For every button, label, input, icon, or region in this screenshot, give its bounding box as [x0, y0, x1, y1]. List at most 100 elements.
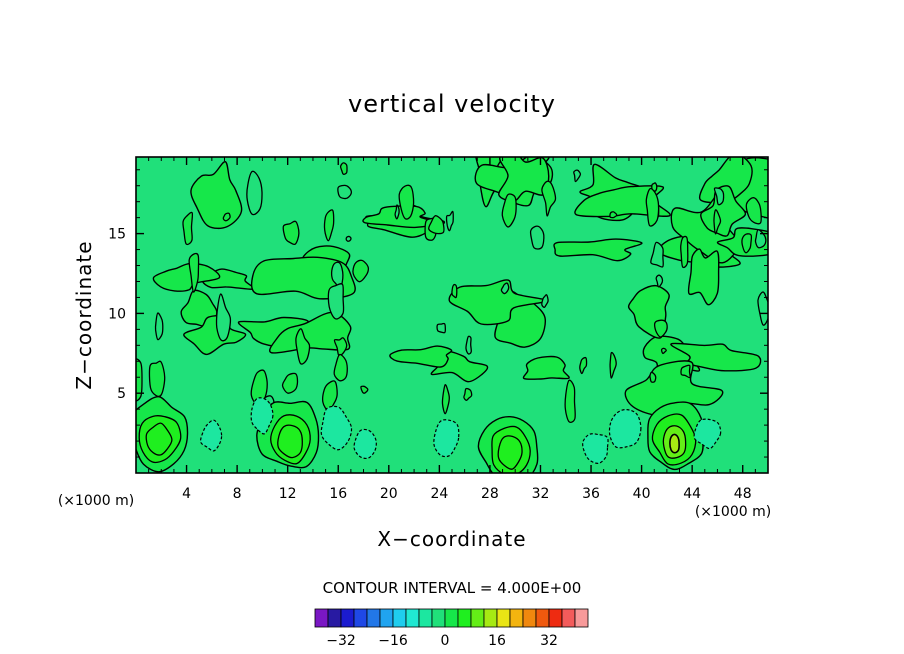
colorbar-swatch [405, 608, 420, 628]
colorbar [314, 608, 589, 628]
x-tick-label: 4 [182, 486, 191, 502]
contour-cell [428, 215, 445, 235]
y-tick-label: 10 [108, 306, 126, 322]
x-axis-title: X−coordinate [377, 527, 526, 551]
contour-cell [339, 162, 348, 175]
contour-cell [745, 197, 762, 225]
colorbar-swatch [353, 608, 368, 628]
contour-cell [398, 184, 415, 220]
x-tick-label: 12 [279, 486, 297, 502]
x-axis-unit-left: (×1000 m) [58, 493, 134, 509]
contour-cell [645, 187, 660, 227]
contour-region [448, 279, 547, 326]
colorbar-ticks: −32 −16 0 16 32 [326, 633, 558, 649]
x-axis-ticks: 4 8 12 16 20 24 28 32 36 40 44 48 [148, 157, 756, 502]
contour-cell [741, 233, 753, 254]
downdraft-contour [199, 419, 223, 452]
colorbar-swatch [548, 608, 563, 628]
contour-cell [529, 225, 545, 250]
colorbar-swatch [483, 608, 498, 628]
contour-region [553, 238, 643, 262]
updraft-peak-contour [669, 433, 680, 454]
colorbar-swatch [366, 608, 381, 628]
x-tick-label: 24 [430, 486, 448, 502]
contour-cell [579, 356, 588, 375]
contour-cell [295, 328, 311, 365]
updraft-core-contour [277, 424, 303, 459]
contour-cell [441, 384, 450, 415]
contour-region [190, 161, 243, 230]
contour-cell [148, 360, 166, 398]
downdraft-contour [353, 428, 377, 460]
contour-cell [573, 169, 582, 183]
contour-cell [322, 380, 338, 412]
chart-title: vertical velocity [348, 90, 556, 118]
downdraft-contour [608, 408, 642, 449]
plot-area [135, 156, 769, 474]
updraft-core-contour [497, 435, 523, 470]
contour-cell [281, 372, 299, 394]
contour-cell [713, 209, 722, 235]
contour-cell [500, 282, 510, 295]
x-tick-label: 32 [532, 486, 550, 502]
colorbar-tick-label: −16 [378, 633, 408, 649]
contour-region [362, 205, 439, 229]
downdraft-contour [433, 419, 460, 458]
contour-cell [451, 283, 458, 299]
colorbar-tick-label: 16 [488, 633, 506, 649]
downdraft-contour [582, 433, 609, 464]
contour-cell [345, 235, 352, 242]
contour-cell [465, 335, 472, 355]
contour-cell [463, 387, 473, 401]
updraft-core-contour [145, 422, 173, 456]
contour-cell [154, 312, 164, 341]
contour-cell [327, 283, 345, 320]
x-tick-label: 8 [233, 486, 242, 502]
colorbar-swatch [496, 608, 511, 628]
x-tick-label: 40 [633, 486, 651, 502]
contour-cell [323, 209, 335, 242]
x-axis-unit-right: (×1000 m) [695, 504, 771, 520]
colorbar-swatch [509, 608, 524, 628]
x-tick-label: 44 [683, 486, 701, 502]
downdraft-contour [693, 418, 722, 450]
colorbar-swatch [314, 608, 329, 628]
colorbar-swatch [431, 608, 446, 628]
colorbar-swatch [327, 608, 342, 628]
contour-cell [188, 252, 200, 293]
x-tick-label: 28 [481, 486, 499, 502]
contour-cell [713, 187, 725, 206]
colorbar-swatch [418, 608, 433, 628]
contour-cell [660, 347, 667, 355]
contour-interval-label: CONTOUR INTERVAL = 4.000E+00 [323, 579, 582, 597]
y-axis-title: Z−coordinate [72, 240, 96, 389]
downdraft-contour [250, 397, 274, 435]
contour-cell [337, 184, 353, 200]
contour-cell [182, 211, 194, 246]
contour-region [389, 345, 453, 368]
y-axis-ticks: 5 10 15 [108, 169, 768, 458]
x-tick-label: 36 [582, 486, 600, 502]
contour-cell [436, 322, 446, 334]
contour-region [700, 185, 747, 237]
contour-layer [136, 157, 768, 473]
contour-cell [445, 210, 454, 232]
contour-cell [680, 235, 689, 269]
colorbar-swatch [379, 608, 394, 628]
contour-region [687, 248, 720, 306]
contour-cell [136, 358, 143, 402]
x-tick-label: 20 [380, 486, 398, 502]
colorbar-swatch [470, 608, 485, 628]
x-tick-label: 16 [329, 486, 347, 502]
x-tick-label: 48 [734, 486, 752, 502]
contour-region [498, 157, 550, 202]
contour-cell [650, 241, 664, 268]
colorbar-swatch [457, 608, 472, 628]
colorbar-swatch [340, 608, 355, 628]
contour-cell [564, 379, 576, 424]
contour-cell [352, 259, 370, 283]
colorbar-tick-label: 0 [441, 633, 450, 649]
downdraft-contour [320, 405, 353, 451]
colorbar-swatch [574, 608, 589, 628]
contour-cell [541, 294, 549, 309]
